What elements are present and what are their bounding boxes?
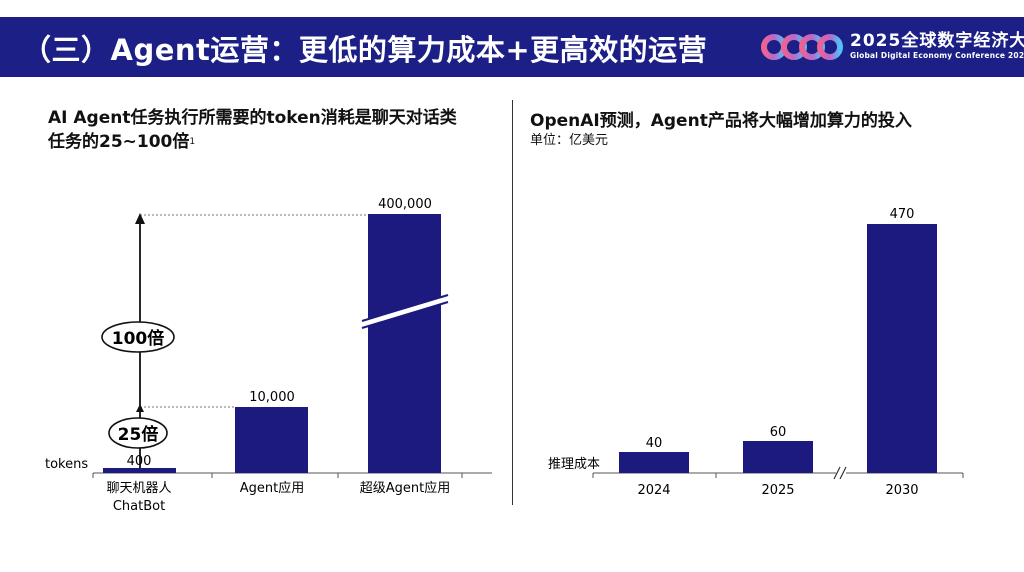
data-label-2025: 60: [770, 425, 787, 440]
data-label-2024: 40: [646, 436, 663, 451]
category-agent-app: Agent应用: [240, 480, 304, 496]
data-label-2030: 470: [890, 207, 915, 222]
gdec-logo: [761, 34, 843, 60]
axis-break-mark: [833, 466, 841, 480]
vertical-divider: [512, 100, 513, 505]
arrow-head-top: [135, 213, 145, 224]
conference-name-en: Global Digital Economy Conference 2025: [850, 51, 1024, 60]
right-chart: 推理成本 40 60 470 2024 2025 2030: [548, 207, 964, 498]
left-heading-line1: AI Agent任务执行所需要的token消耗是聊天对话类: [48, 108, 457, 128]
left-heading-line2: 任务的25~100倍: [48, 132, 190, 152]
ratio-25-bubble: [108, 417, 168, 449]
bar-super-agent-app: [368, 214, 441, 473]
bar-axis-break: [362, 295, 448, 328]
bar-break-line: [361, 294, 449, 322]
header-bar: （三）Agent运营：更低的算力成本+更高效的运营 2025全球数字经济大会 G…: [0, 17, 1024, 77]
data-label-agent-app: 10,000: [249, 390, 295, 405]
data-label-chatbot: 400: [127, 454, 152, 469]
axis-break-mark: [839, 466, 847, 480]
category-chatbot-en: ChatBot: [113, 499, 165, 514]
axis-break-gap: [836, 465, 846, 479]
ratio-100-bubble: [101, 321, 175, 353]
left-chart: 100倍 25倍 tokens 400 10,000 400,000 聊天机器人…: [45, 197, 492, 514]
category-2025: 2025: [761, 483, 794, 498]
right-chart-unit: 单位：亿美元: [530, 133, 609, 148]
category-chatbot-cn: 聊天机器人: [106, 481, 171, 496]
ratio-100-label: 100倍: [112, 328, 165, 349]
page-title: （三）Agent运营：更低的算力成本+更高效的运营: [22, 33, 708, 67]
bar-2030: [867, 224, 937, 473]
right-chart-heading: OpenAI预测，Agent产品将大幅增加算力的投入: [530, 111, 912, 131]
left-y-label: tokens: [45, 457, 88, 472]
bar-chatbot: [103, 468, 176, 473]
bar-2025: [743, 441, 813, 473]
right-row-label: 推理成本: [548, 457, 600, 472]
left-chart-heading: AI Agent任务执行所需要的token消耗是聊天对话类 任务的25~100倍…: [48, 106, 498, 154]
category-2030: 2030: [885, 483, 918, 498]
conference-name-cn: 2025全球数字经济大会: [850, 31, 1024, 51]
bar-2024: [619, 452, 689, 473]
bar-agent-app: [235, 407, 308, 473]
bar-break-line: [361, 301, 449, 329]
ratio-25-label: 25倍: [118, 424, 159, 445]
footnote-mark: 1: [189, 137, 196, 147]
arrow-head-mid: [136, 404, 144, 412]
category-super-agent-app: 超级Agent应用: [360, 480, 450, 496]
data-label-super-agent-app: 400,000: [378, 197, 432, 212]
category-2024: 2024: [637, 483, 670, 498]
